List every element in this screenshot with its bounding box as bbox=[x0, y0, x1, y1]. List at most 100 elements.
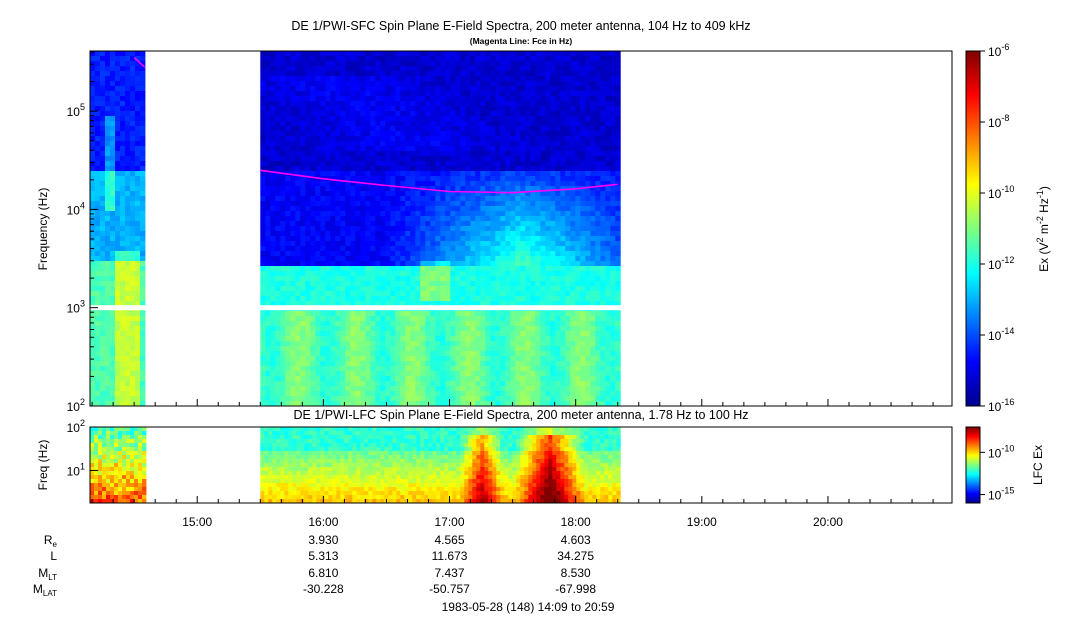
sfc-heat-cell bbox=[140, 201, 146, 207]
sfc-heat-cell bbox=[430, 166, 436, 172]
sfc-heat-cell bbox=[490, 341, 496, 347]
sfc-heat-cell bbox=[470, 321, 476, 327]
sfc-heat-cell bbox=[450, 246, 456, 252]
sfc-heat-cell bbox=[420, 296, 426, 302]
sfc-heat-cell bbox=[350, 301, 356, 307]
sfc-heat-cell bbox=[395, 281, 401, 287]
sfc-heat-cell bbox=[310, 141, 316, 147]
sfc-heat-cell bbox=[95, 231, 101, 237]
sfc-heat-cell bbox=[475, 376, 481, 382]
sfc-heat-cell bbox=[485, 351, 491, 357]
sfc-heat-cell bbox=[525, 326, 531, 332]
sfc-heat-cell bbox=[285, 361, 291, 367]
sfc-heat-cell bbox=[320, 221, 326, 227]
sfc-heat-cell bbox=[440, 181, 446, 187]
sfc-heat-cell bbox=[115, 156, 121, 162]
sfc-heat-cell bbox=[260, 221, 266, 227]
sfc-heat-cell bbox=[410, 126, 416, 132]
sfc-heat-cell bbox=[100, 336, 106, 342]
sfc-heat-cell bbox=[450, 101, 456, 107]
sfc-heat-cell bbox=[270, 186, 276, 192]
sfc-heat-cell bbox=[275, 146, 281, 152]
sfc-heat-cell bbox=[435, 171, 441, 177]
sfc-heat-cell bbox=[125, 346, 131, 352]
sfc-heat-cell bbox=[475, 291, 481, 297]
sfc-heat-cell bbox=[395, 201, 401, 207]
sfc-heat-cell bbox=[345, 296, 351, 302]
sfc-heat-cell bbox=[290, 106, 296, 112]
sfc-heat-cell bbox=[330, 246, 336, 252]
sfc-heat-cell bbox=[330, 396, 336, 402]
sfc-heat-cell bbox=[260, 146, 266, 152]
sfc-heat-cell bbox=[545, 111, 551, 117]
sfc-heat-cell bbox=[100, 56, 106, 62]
sfc-heat-cell bbox=[545, 96, 551, 102]
sfc-heat-cell bbox=[540, 271, 546, 277]
sfc-heat-cell bbox=[410, 151, 416, 157]
sfc-heat-cell bbox=[435, 386, 441, 392]
sfc-heat-cell bbox=[90, 256, 96, 262]
sfc-heat-cell bbox=[290, 131, 296, 137]
sfc-heat-cell bbox=[400, 191, 406, 197]
sfc-heat-cell bbox=[355, 286, 361, 292]
sfc-heat-cell bbox=[475, 336, 481, 342]
sfc-heat-cell bbox=[505, 171, 511, 177]
sfc-heat-cell bbox=[550, 296, 556, 302]
sfc-heat-cell bbox=[555, 51, 561, 57]
sfc-heat-cell bbox=[290, 276, 296, 282]
sfc-heat-cell bbox=[345, 136, 351, 142]
sfc-heat-cell bbox=[375, 56, 381, 62]
sfc-heat-cell bbox=[400, 216, 406, 222]
sfc-heat-cell bbox=[435, 66, 441, 72]
sfc-heat-cell bbox=[415, 116, 421, 122]
sfc-heat-cell bbox=[275, 341, 281, 347]
sfc-heat-cell bbox=[335, 111, 341, 117]
sfc-heat-cell bbox=[305, 401, 311, 406]
sfc-heat-cell bbox=[305, 381, 311, 387]
sfc-heat-cell bbox=[545, 146, 551, 152]
sfc-heat-cell bbox=[375, 276, 381, 282]
sfc-heat-cell bbox=[475, 326, 481, 332]
sfc-heat-cell bbox=[540, 236, 546, 242]
sfc-heat-cell bbox=[425, 86, 431, 92]
sfc-heat-cell bbox=[505, 331, 511, 337]
sfc-heat-cell bbox=[480, 226, 486, 232]
sfc-heat-cell bbox=[330, 371, 336, 377]
sfc-heat-cell bbox=[275, 76, 281, 82]
sfc-heat-cell bbox=[425, 51, 431, 57]
sfc-heat-cell bbox=[390, 321, 396, 327]
sfc-heat-cell bbox=[430, 161, 436, 167]
sfc-heat-cell bbox=[415, 276, 421, 282]
sfc-heat-cell bbox=[270, 371, 276, 377]
sfc-heat-cell bbox=[355, 281, 361, 287]
sfc-heat-cell bbox=[115, 381, 121, 387]
sfc-heat-cell bbox=[285, 246, 291, 252]
sfc-heat-cell bbox=[260, 321, 266, 327]
sfc-heat-cell bbox=[275, 201, 281, 207]
sfc-heat-cell bbox=[310, 91, 316, 97]
sfc-heat-cell bbox=[290, 256, 296, 262]
sfc-heat-cell bbox=[480, 376, 486, 382]
sfc-heat-cell bbox=[345, 116, 351, 122]
sfc-heat-cell bbox=[525, 231, 531, 237]
sfc-heat-cell bbox=[540, 316, 546, 322]
sfc-heat-cell bbox=[365, 391, 371, 397]
sfc-heat-cell bbox=[455, 321, 461, 327]
sfc-heat-cell bbox=[90, 311, 96, 317]
sfc-heat-cell bbox=[500, 171, 506, 177]
sfc-heat-cell bbox=[460, 186, 466, 192]
sfc-heat-cell bbox=[300, 211, 306, 217]
sfc-heat-cell bbox=[140, 396, 146, 402]
sfc-heat-cell bbox=[460, 291, 466, 297]
sfc-heat-cell bbox=[515, 271, 521, 277]
sfc-heat-cell bbox=[400, 361, 406, 367]
sfc-heat-cell bbox=[545, 276, 551, 282]
sfc-heat-cell bbox=[370, 346, 376, 352]
sfc-heat-cell bbox=[300, 106, 306, 112]
sfc-heat-cell bbox=[300, 256, 306, 262]
sfc-heat-cell bbox=[480, 301, 486, 307]
sfc-heat-cell bbox=[535, 176, 541, 182]
sfc-heat-cell bbox=[330, 81, 336, 87]
sfc-heat-cell bbox=[425, 311, 431, 317]
sfc-heat-cell bbox=[510, 191, 516, 197]
